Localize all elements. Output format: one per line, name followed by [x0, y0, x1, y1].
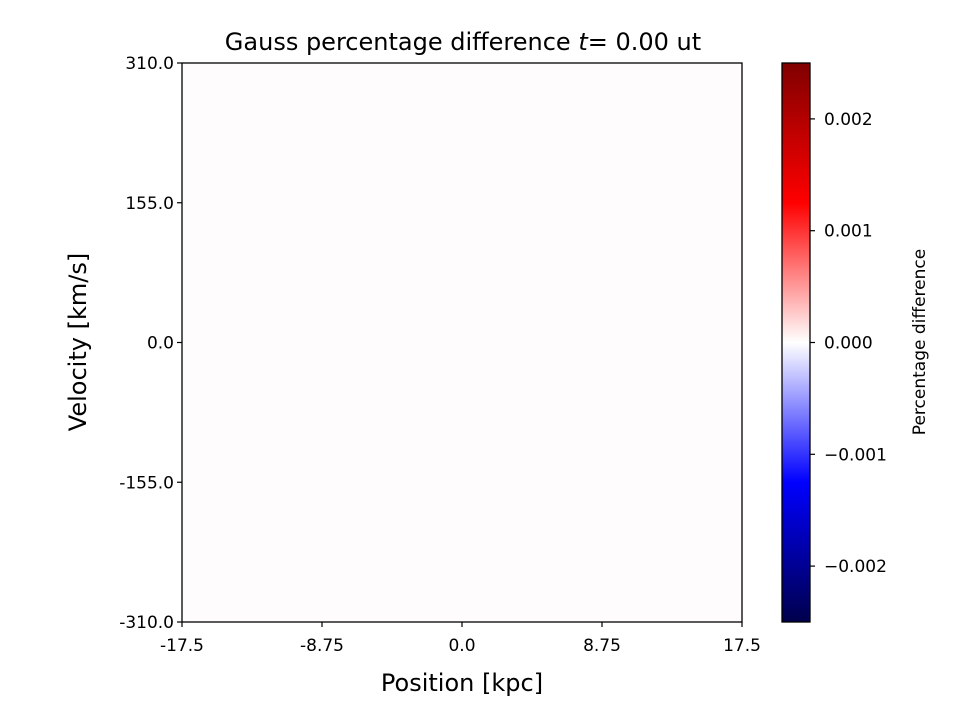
heatmap-field: [182, 63, 742, 622]
chart-title-prefix: Gauss percentage difference: [225, 28, 579, 56]
y-tick-label: 310.0: [125, 54, 174, 74]
x-tick-label: -17.5: [160, 636, 204, 656]
y-tick-label: -155.0: [119, 473, 174, 493]
y-tick-label: 0.0: [147, 334, 174, 354]
chart-title-variable: t: [578, 28, 589, 56]
colorbar-tick-label: 0.002: [824, 110, 873, 130]
colorbar: [781, 62, 811, 623]
chart-title: Gauss percentage difference t= 0.00 ut: [225, 28, 701, 56]
x-tick-label: 8.75: [583, 636, 621, 656]
y-axis: -310.0 -155.0 0.0 155.0 310.0: [119, 54, 182, 633]
chart-title-value: 0.00 ut: [608, 28, 701, 56]
colorbar-axis: −0.002 −0.001 0.000 0.001 0.002: [810, 110, 887, 577]
y-tick-label: 155.0: [125, 194, 174, 214]
colorbar-label: Percentage difference: [910, 249, 930, 435]
x-axis-label: Position [kpc]: [381, 669, 543, 697]
x-tick-label: -8.75: [300, 636, 344, 656]
chart-title-equals: =: [588, 28, 608, 56]
colorbar-tick-label: 0.001: [824, 222, 873, 242]
y-axis-label: Velocity [km/s]: [64, 253, 92, 431]
x-axis: -17.5 -8.75 0.0 8.75 17.5: [160, 622, 761, 656]
y-tick-label: -310.0: [119, 613, 174, 633]
colorbar-tick-label: −0.002: [824, 557, 887, 577]
colorbar-tick-label: −0.001: [824, 445, 887, 465]
x-tick-label: 0.0: [448, 636, 475, 656]
x-tick-label: 17.5: [723, 636, 761, 656]
colorbar-tick-label: 0.000: [824, 334, 873, 354]
